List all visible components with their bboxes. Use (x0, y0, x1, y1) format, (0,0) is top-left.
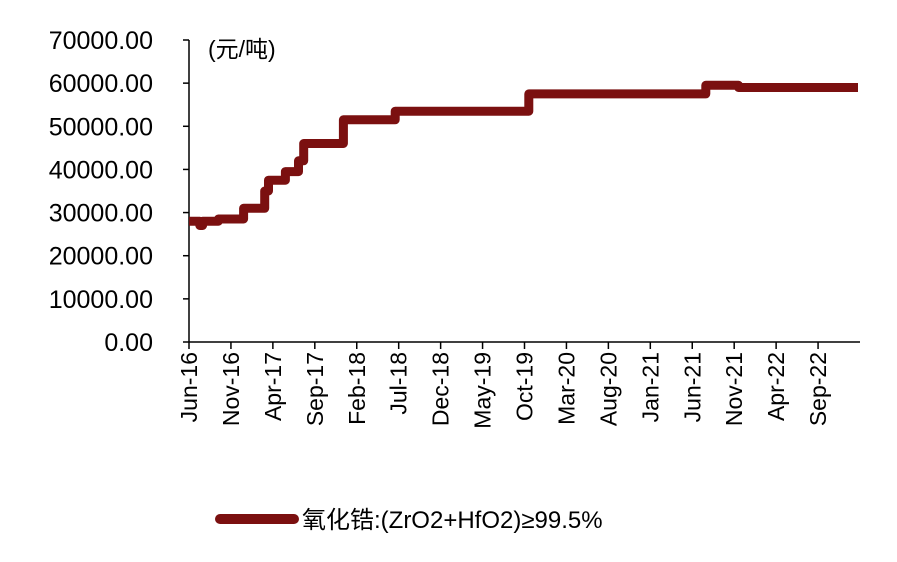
x-tick-label: Sep-17 (302, 352, 328, 426)
y-tick-label: 30000.00 (49, 200, 153, 228)
y-tick-label: 70000.00 (49, 27, 153, 55)
x-tick-label: Feb-18 (344, 352, 370, 425)
x-tick-label: Jun-21 (679, 352, 705, 422)
x-tick-label: Jul-18 (386, 352, 412, 415)
x-tick-label: Sep-22 (805, 352, 831, 426)
x-tick-label: Jan-21 (637, 352, 663, 422)
unit-label: (元/吨) (208, 36, 276, 62)
y-axis-ticks: 0.00 10000.00 20000.00 30000.00 40000.00 5000… (49, 27, 189, 357)
x-tick-label: Jun-16 (176, 352, 202, 422)
x-tick-label: Apr-22 (763, 352, 789, 421)
legend: 氧化锆:(ZrO2+HfO2)≥99.5% (215, 507, 603, 534)
y-tick-label: 40000.00 (49, 156, 153, 184)
x-tick-label: May-19 (470, 352, 496, 429)
x-tick-label: Mar-20 (553, 352, 579, 425)
y-tick-label: 10000.00 (49, 286, 153, 314)
x-tick-label: Aug-20 (595, 352, 621, 426)
series-layer (189, 80, 858, 230)
y-tick-label: 50000.00 (49, 113, 153, 141)
legend-label: 氧化锆:(ZrO2+HfO2)≥99.5% (302, 507, 603, 534)
x-tick-label: Dec-18 (428, 352, 454, 426)
x-axis-ticks: Jun-16 Nov-16 Apr-17 Sep-17 Feb-18 Jul-18 Dec-… (176, 342, 831, 429)
x-tick-label: Apr-17 (260, 352, 286, 421)
x-tick-label: Nov-16 (218, 352, 244, 426)
x-tick-label: Oct-19 (512, 352, 538, 421)
series-line (189, 80, 858, 230)
y-tick-label: 20000.00 (49, 243, 153, 271)
y-tick-label: 60000.00 (49, 70, 153, 98)
y-tick-label: 0.00 (104, 329, 153, 357)
x-tick-label: Nov-21 (721, 352, 747, 426)
